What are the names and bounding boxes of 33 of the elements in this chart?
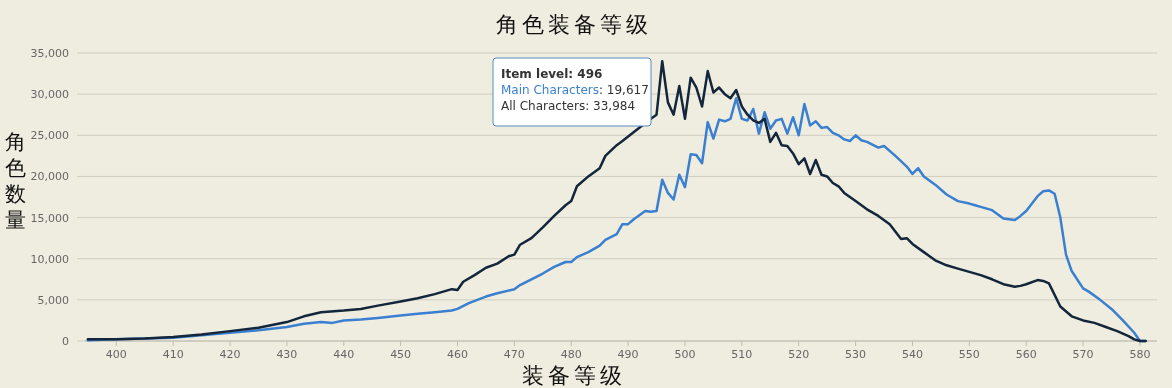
x-tick-label: 410 [162, 348, 184, 361]
x-tick-label: 580 [1129, 348, 1151, 361]
x-tick-label: 400 [105, 348, 127, 361]
x-tick-label: 430 [276, 348, 298, 361]
x-tick-label: 510 [731, 348, 753, 361]
x-tick-label: 560 [1015, 348, 1037, 361]
x-tick-label: 440 [333, 348, 355, 361]
y-tick-label: 35,000 [30, 47, 69, 60]
x-tick-label: 540 [901, 348, 923, 361]
x-tick-label: 470 [503, 348, 525, 361]
x-tick-label: 490 [617, 348, 639, 361]
annotation: Item level: 496 [501, 67, 603, 81]
y-axis-title: 角色数量 [4, 130, 26, 232]
x-tick-label: 420 [219, 348, 241, 361]
x-tick-label: 450 [390, 348, 412, 361]
y-tick-label: 10,000 [30, 252, 69, 266]
x-tick-label: 500 [674, 348, 696, 361]
y-tick-label: 5,000 [37, 293, 69, 307]
y-tick-label: 15,000 [30, 211, 69, 225]
y-tick-label: 30,000 [30, 88, 69, 102]
x-axis-title: 装备等级 [522, 363, 626, 388]
annotation: All Characters: 33,984 [501, 99, 636, 113]
y-tick-label: 25,000 [30, 129, 69, 143]
y-tick-label: 0 [62, 335, 69, 348]
x-tick-label: 530 [845, 348, 867, 361]
x-tick-label: 520 [788, 348, 810, 361]
x-tick-label: 570 [1072, 348, 1094, 361]
chart-title: 角色装备等级 [496, 12, 652, 37]
x-tick-label: 480 [560, 348, 582, 361]
annotation: Main Characters: 19,617 [501, 83, 649, 97]
y-tick-label: 20,000 [30, 170, 69, 184]
x-tick-label: 460 [447, 348, 468, 361]
x-tick-label: 550 [958, 348, 980, 361]
